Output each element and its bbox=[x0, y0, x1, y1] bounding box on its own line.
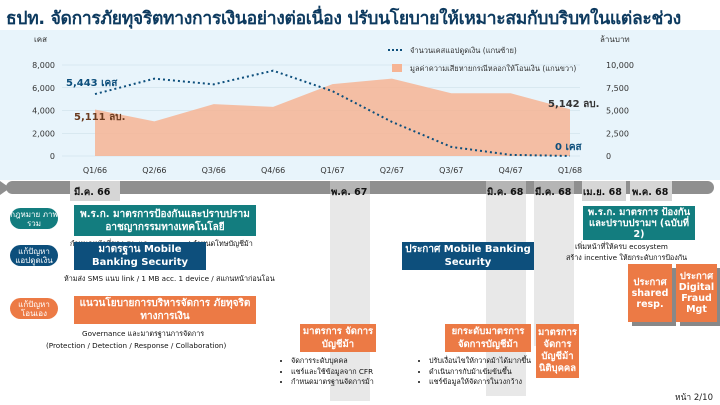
left-tick-label: 4,000 bbox=[32, 107, 55, 116]
date-marker-may68 bbox=[630, 181, 672, 201]
cases-line-series bbox=[94, 69, 571, 157]
mbs-note: ห้ามส่ง SMS แนบ link / 1 MB acc. 1 devic… bbox=[64, 274, 275, 283]
guideline-box: แนวนโยบายการบริหารจัดการ ภัยทุจริตทางการ… bbox=[74, 296, 256, 324]
decree-note-2a: เพิ่มหน้าที่ให้ครบ ecosystem bbox=[575, 242, 668, 251]
guideline-note-1: Governance และมาตรฐานการจัดการ bbox=[82, 329, 205, 338]
mule-bullet: จัดการระดับบุคคล bbox=[291, 356, 374, 367]
date-label: มี.ค. 68 bbox=[535, 187, 572, 198]
left-tick-label: 8,000 bbox=[32, 61, 55, 70]
loss-area-series bbox=[95, 78, 570, 156]
mule-bullet: แชร์ข้อมูลให้จัดการในวงกว้าง bbox=[429, 377, 531, 388]
x-tick-label: Q4/67 bbox=[498, 166, 522, 175]
timeline-arrow-left bbox=[0, 181, 10, 195]
digital-fraud-box: ประกาศ Digital Fraud Mgt bbox=[676, 264, 717, 322]
annotation-end-cases: 0 เคส bbox=[555, 142, 583, 153]
right-tick-label: 0 bbox=[606, 152, 611, 161]
shared-resp-box: ประกาศ shared resp. bbox=[628, 264, 672, 322]
page-title: ธปท. จัดการภัยทุจริตทางการเงินอย่างต่อเน… bbox=[6, 9, 681, 29]
x-tick-label: Q3/67 bbox=[439, 166, 463, 175]
mule-bullet: ปรับเงื่อนไขให้กวาดม้าได้มากขึ้น bbox=[429, 356, 531, 367]
date-label: เม.ย. 68 bbox=[583, 187, 622, 198]
right-tick-label: 2,500 bbox=[606, 129, 629, 138]
annotation-end-loss: 5,142 ลบ. bbox=[548, 99, 599, 110]
mule-list-1: จัดการระดับบุคคล แชร์และใช้ข้อมูลจาก CFR… bbox=[281, 356, 374, 388]
x-tick-label: Q2/66 bbox=[142, 166, 166, 175]
fraud-trend-chart: เคส ล้านบาท 8,000 6,000 4,000 2,000 0 10,000 7,5… bbox=[32, 35, 634, 175]
mule-bullet: กำหนดมาตรฐานจัดการม้า bbox=[291, 377, 374, 388]
left-tick-label: 6,000 bbox=[32, 84, 55, 93]
left-tick-label: 0 bbox=[50, 152, 55, 161]
date-marker-apr68 bbox=[582, 181, 626, 201]
row-label-scam: แก้ปัญหา โอนเอง bbox=[10, 298, 58, 319]
date-label: พ.ค. 68 bbox=[632, 187, 669, 198]
mule-box-2: ยกระดับมาตรการ จัดการบัญชีม้า bbox=[445, 324, 531, 352]
legend-line-label: จำนวนเคสแอปดูดเงิน (แกนซ้าย) bbox=[410, 46, 517, 55]
row-label-app: แก้ปัญหา แอปดูดเงิน bbox=[10, 245, 58, 266]
page-number: หน้า 2/10 bbox=[675, 393, 713, 403]
guideline-note-2: (Protection / Detection / Response / Col… bbox=[46, 341, 227, 350]
date-column-jun68 bbox=[486, 181, 526, 396]
legend-area-label: มูลค่าความเสียหายกรณีหลอกให้โอนเงิน (แกน… bbox=[410, 64, 576, 73]
mule-bullet: ดำเนินการกับม้าเข้มข้นขึ้น bbox=[429, 367, 531, 378]
right-tick-label: 7,500 bbox=[606, 84, 629, 93]
annotation-start-cases: 5,443 เคส bbox=[66, 78, 118, 89]
date-column-may67 bbox=[330, 181, 370, 401]
date-marker-1 bbox=[70, 181, 120, 201]
mule-bullet: แชร์และใช้ข้อมูลจาก CFR bbox=[291, 367, 374, 378]
left-tick-label: 2,000 bbox=[32, 129, 55, 138]
date-label: มิ.ค. 68 bbox=[487, 187, 524, 198]
right-tick-label: 5,000 bbox=[606, 107, 629, 116]
mbs-announce-box: ประกาศ Mobile Banking Security bbox=[402, 242, 534, 270]
mbs-standard-box: มาตรฐาน Mobile Banking Security bbox=[74, 242, 206, 270]
decree-box-2: พ.ร.ก. มาตรการ ป้องกันและปราบปรามฯ (ฉบับ… bbox=[583, 206, 695, 240]
x-tick-label: Q1/66 bbox=[83, 166, 107, 175]
decree-box-1: พ.ร.ก. มาตรการป้องกันและปราบปราม อาชญากร… bbox=[74, 205, 256, 236]
x-tick-label: Q1/67 bbox=[320, 166, 344, 175]
chart-area: เคส ล้านบาท 8,000 6,000 4,000 2,000 0 10,000 7,5… bbox=[0, 30, 720, 180]
date-label: พ.ค. 67 bbox=[331, 187, 368, 198]
right-axis-unit: ล้านบาท bbox=[600, 35, 630, 44]
right-tick-label: 10,000 bbox=[606, 61, 634, 70]
annotation-start-loss: 5,111 ลบ. bbox=[74, 112, 125, 123]
mule-box-3: มาตรการ จัดการ บัญชีม้า นิติบุคคล bbox=[536, 324, 579, 378]
x-tick-label: Q4/66 bbox=[261, 166, 285, 175]
row-label-law: กฎหมาย ภาพรวม bbox=[10, 208, 58, 229]
decree-note-2b: สร้าง incentive ให้ยกระดับการป้องกัน bbox=[566, 253, 687, 262]
date-label: มี.ค. 66 bbox=[74, 187, 111, 198]
left-axis-unit: เคส bbox=[34, 35, 47, 44]
mule-list-2: ปรับเงื่อนไขให้กวาดม้าได้มากขึ้น ดำเนินก… bbox=[419, 356, 531, 388]
x-tick-label: Q2/67 bbox=[380, 166, 404, 175]
legend-area-swatch bbox=[392, 64, 402, 72]
mule-box-1: มาตรการ จัดการบัญชีม้า bbox=[300, 324, 376, 352]
date-column-mar68 bbox=[534, 181, 574, 346]
x-tick-label: Q3/66 bbox=[202, 166, 226, 175]
x-tick-label: Q1/68 bbox=[558, 166, 582, 175]
